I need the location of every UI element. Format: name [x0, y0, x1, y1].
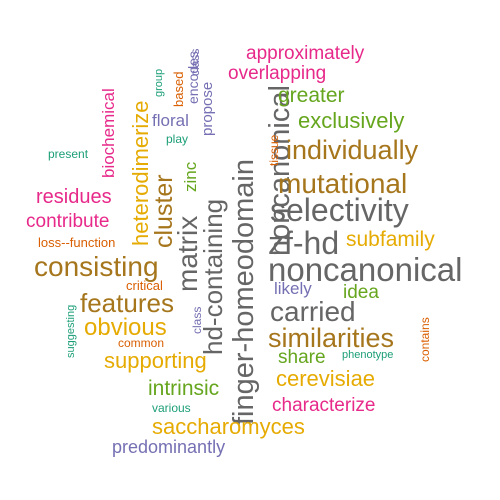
word-exclusively: exclusively [298, 108, 405, 133]
word-carried: carried [270, 296, 356, 327]
word-zf-hd: zf-hd [268, 225, 340, 261]
word-various: phenotype [342, 349, 394, 361]
word-overlapping: overlapping [228, 63, 327, 84]
word-likely: likely [274, 279, 312, 298]
word-tissue: tissue [267, 134, 281, 166]
word-predominantly: predominantly [112, 437, 226, 457]
word-zinc: zinc [181, 161, 200, 192]
word-supporting: supporting [104, 348, 207, 373]
word-mutational: mutational [278, 168, 408, 199]
word-selectivity: selectivity [270, 192, 409, 228]
word-saccharomyces: saccharomyces [152, 414, 305, 439]
word-contribute: contribute [26, 211, 110, 232]
word-individually: individually [286, 135, 419, 165]
word-biochemical: biochemical [99, 88, 118, 178]
word-cluster: cluster [150, 174, 178, 248]
word-characterize: characterize [272, 395, 376, 416]
word-heterodimerize: heterodimerize [128, 100, 153, 246]
word-propose: propose [199, 81, 216, 136]
word-share: share [278, 347, 326, 368]
word-subfamily: subfamily [346, 228, 435, 251]
word-cerevisiae: cerevisiae [276, 366, 376, 391]
word-approximately: approximately [246, 43, 365, 64]
word-noncanonical-h: noncanonical [268, 251, 463, 288]
word-contains: contains [418, 317, 432, 362]
word-matrix: matrix [172, 215, 203, 292]
word-floral: floral [152, 111, 189, 130]
word-idea: idea [343, 282, 379, 303]
word-features: features [80, 288, 174, 318]
word-phenotype: various [152, 401, 191, 415]
word-critical: critical [126, 278, 163, 293]
word-residues: residues [36, 186, 112, 208]
word-obvious: obvious [84, 314, 167, 341]
word-based: based [171, 71, 186, 107]
word-class: class [188, 48, 202, 76]
word-class-lower: class [190, 306, 204, 334]
word-finger-homeodomain: finger-homeodomain [228, 159, 260, 425]
word-loss-function: loss--function [38, 235, 116, 250]
word-greater: greater [278, 84, 345, 107]
word-group: group [153, 68, 165, 97]
word-similarities: similarities [268, 323, 395, 353]
word-present: present [48, 147, 89, 161]
word-suggesting: suggesting [65, 304, 77, 358]
word-play: play [166, 132, 189, 146]
word-intrinsic: intrinsic [148, 377, 220, 400]
word-consisting: consisting [34, 251, 159, 282]
word-common: common [118, 336, 165, 350]
